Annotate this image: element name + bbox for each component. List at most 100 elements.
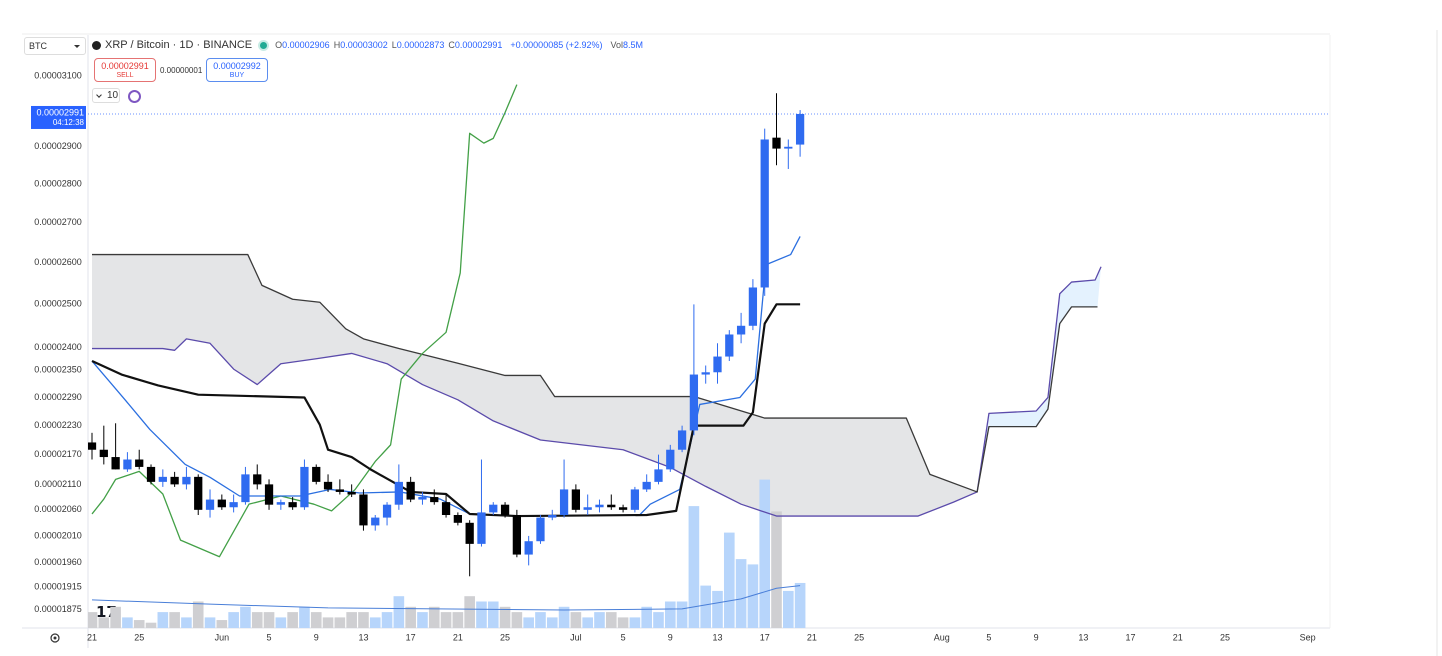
- candle-body: [371, 517, 380, 526]
- candle-body: [618, 507, 628, 510]
- symbol-title: XRP / Bitcoin · 1D · BINANCE: [105, 39, 253, 51]
- volume-bar: [487, 601, 499, 628]
- spread: 0.00000001: [160, 66, 203, 75]
- candle-body: [571, 489, 581, 510]
- settings-icon[interactable]: [50, 633, 60, 643]
- x-tick-label: Sep: [1300, 632, 1316, 642]
- indicator-line: [91, 585, 801, 611]
- volume-bar: [794, 582, 806, 628]
- settings-icon-dot: [53, 636, 57, 640]
- x-tick-label: 21: [1173, 632, 1183, 642]
- x-tick-label: Jul: [570, 632, 582, 642]
- candle-body: [795, 113, 805, 145]
- x-tick-label: 17: [406, 632, 416, 642]
- volume-bar: [88, 612, 98, 628]
- candle-body: [677, 430, 687, 450]
- volume-bar: [582, 617, 593, 628]
- candle-body: [182, 476, 191, 485]
- x-tick-label: 13: [358, 632, 368, 642]
- volume-bar: [299, 606, 310, 628]
- last-price-label: 0.00002991: [36, 107, 84, 117]
- candle-body: [430, 497, 439, 503]
- volume-bar: [676, 601, 688, 628]
- x-tick-label: 25: [134, 632, 144, 642]
- candle-body: [335, 489, 344, 492]
- volume-bar: [771, 511, 782, 628]
- candle-body: [713, 356, 722, 373]
- volume-bar: [181, 617, 192, 628]
- sell-label: SELL: [116, 72, 134, 79]
- x-tick-label: 5: [986, 632, 991, 642]
- volume-bar: [700, 585, 712, 628]
- y-tick-label: 0.00001875: [34, 604, 82, 614]
- volume-bar: [405, 606, 416, 628]
- sell-button[interactable]: 0.00002991 SELL: [94, 58, 156, 82]
- change: +0.00000085 (+2.92%): [510, 40, 603, 50]
- candle-body: [205, 499, 215, 510]
- x-tick-label: 21: [807, 632, 817, 642]
- volume-bar: [204, 617, 216, 628]
- volume-bar: [452, 612, 464, 628]
- volume-bar: [240, 606, 251, 628]
- buy-button[interactable]: 0.00002992 BUY: [206, 58, 268, 82]
- candle-body: [725, 334, 734, 357]
- x-tick-label: 25: [500, 632, 510, 642]
- volume-bar: [251, 612, 263, 628]
- candle-body: [312, 466, 321, 482]
- y-tick-label: 0.00002110: [35, 479, 82, 489]
- x-tick-label: Aug: [934, 632, 950, 642]
- candle-body: [524, 541, 533, 555]
- refresh-icon[interactable]: [128, 90, 141, 103]
- ohlc-label: O: [275, 40, 283, 50]
- indicator-line: [91, 303, 801, 518]
- volume-bar: [440, 612, 452, 628]
- candle-body: [548, 515, 557, 518]
- candle-body: [158, 476, 167, 482]
- indicator-toggle[interactable]: 10: [92, 88, 120, 103]
- candle-body: [347, 491, 356, 495]
- y-tick-label: 0.00002350: [34, 364, 82, 374]
- x-tick-label: 13: [1078, 632, 1088, 642]
- y-tick-label: 0.00002800: [34, 178, 82, 188]
- x-tick-label: 17: [760, 632, 770, 642]
- y-tick-label: 0.00002230: [34, 420, 82, 430]
- sell-price: 0.00002991: [101, 61, 149, 71]
- candle-body: [146, 466, 156, 482]
- ohlc-value: 0.00002873: [396, 40, 445, 50]
- candle-body: [111, 457, 120, 470]
- x-tick-label: 5: [621, 632, 626, 642]
- candle-body: [99, 449, 108, 458]
- volume-bar: [417, 612, 428, 628]
- ohlc-item: O0.00002906: [275, 40, 330, 50]
- volume-bar: [759, 479, 771, 628]
- volume-bar: [228, 612, 239, 628]
- candle-body: [264, 484, 274, 505]
- ohlc-value: 0.00003002: [340, 40, 388, 50]
- x-tick-label: 5: [267, 632, 272, 642]
- volume-bar: [523, 617, 534, 628]
- candle-body: [253, 474, 262, 485]
- candle-body: [465, 522, 474, 544]
- indicator-line: [91, 236, 801, 517]
- legend: XRP / Bitcoin · 1D · BINANCE O0.00002906…: [92, 39, 647, 51]
- volume-bar: [723, 532, 735, 628]
- x-tick-label: 25: [1220, 632, 1230, 642]
- countdown: 04:12:38: [53, 118, 85, 127]
- indicator-line: [92, 266, 1102, 517]
- volume-bar: [558, 606, 570, 628]
- y-tick-label: 0.00002010: [34, 530, 82, 540]
- symbol-select[interactable]: BTC: [24, 37, 86, 55]
- y-tick-label: 0.00002900: [34, 141, 82, 151]
- y-tick-label: 0.00002170: [34, 449, 82, 459]
- buy-label: BUY: [229, 72, 245, 79]
- candle-body: [500, 504, 510, 516]
- candle-body: [88, 442, 97, 450]
- volume-bar: [133, 620, 145, 628]
- volume-bar: [310, 612, 322, 628]
- candle-body: [135, 459, 144, 467]
- volume-bar: [369, 617, 381, 628]
- candle-body: [300, 466, 309, 508]
- candle-body: [654, 469, 663, 482]
- ohlc-value: 0.00002906: [282, 40, 330, 50]
